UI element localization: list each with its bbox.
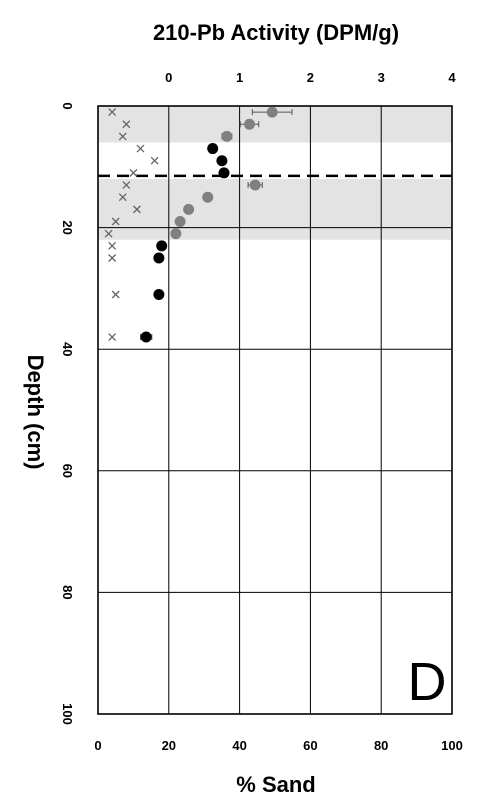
bottom-tick-label: 100 [441, 738, 463, 753]
data-point [221, 130, 233, 142]
sand-percent-marker [150, 156, 159, 165]
data-point [202, 191, 214, 203]
pb-activity-point-gray [239, 118, 260, 130]
pb-activity-point-gray [170, 228, 182, 240]
data-point [216, 155, 228, 167]
marker-stroke [108, 254, 117, 262]
sand-percent-marker [104, 229, 113, 238]
marker-stroke [132, 205, 141, 214]
y-tick-label: 80 [60, 585, 75, 599]
bottom-tick-label: 0 [94, 738, 101, 753]
data-point [153, 252, 165, 264]
plot-grid [98, 106, 452, 714]
top-tick-label: 1 [236, 70, 243, 85]
pb-activity-point-gray [174, 216, 186, 228]
sand-percent-marker [108, 241, 117, 250]
marker-stroke [108, 241, 117, 250]
data-point [207, 143, 219, 155]
top-tick-label: 0 [165, 70, 172, 85]
y-tick-label: 0 [60, 102, 75, 109]
sand-percent-marker [132, 205, 141, 214]
data-point [218, 167, 230, 179]
data-point [244, 118, 256, 130]
y-tick-label: 20 [60, 220, 75, 234]
pb-activity-point-black [153, 288, 165, 300]
marker-stroke [104, 229, 113, 238]
bottom-tick-label: 40 [232, 738, 246, 753]
plot-frame [97, 105, 453, 715]
marker-stroke [122, 181, 131, 189]
data-point [183, 203, 195, 215]
top-tick-label: 2 [307, 70, 314, 85]
marker-stroke [111, 217, 120, 226]
data-point [266, 106, 278, 118]
sand-percent-marker [129, 168, 138, 177]
bottom-tick-label: 60 [303, 738, 317, 753]
data-point [249, 179, 261, 191]
sand-percent-marker [122, 120, 131, 129]
pb-activity-point-black [156, 240, 168, 252]
pb-activity-point-black [216, 155, 228, 167]
marker-stroke [108, 108, 117, 117]
pb-activity-point-gray [183, 203, 195, 215]
data-point [140, 331, 152, 343]
sand-percent-marker [122, 181, 131, 189]
pb-activity-point-black [207, 143, 219, 155]
pb-activity-point-gray [202, 191, 214, 203]
y-axis-title: Depth (cm) [23, 355, 48, 470]
data-point [170, 228, 182, 240]
shaded-band [98, 178, 452, 240]
marker-stroke [108, 333, 117, 341]
sand-percent-marker [118, 132, 127, 141]
data-point [156, 240, 168, 252]
pb-activity-point-black [218, 167, 230, 179]
marker-stroke [136, 144, 145, 153]
sand-percent-marker [108, 108, 117, 117]
data-point [153, 288, 165, 300]
marker-stroke [129, 168, 138, 177]
bottom-tick-label: 80 [374, 738, 388, 753]
sand-percent-marker [108, 333, 117, 341]
data-point [174, 216, 186, 228]
sand-percent-marker [118, 193, 127, 202]
bottom-tick-label: 20 [162, 738, 176, 753]
bottom-axis-title: % Sand [236, 772, 315, 797]
pb-activity-point-black [153, 252, 165, 264]
pb-activity-point-black [139, 331, 153, 343]
y-tick-label: 60 [60, 464, 75, 478]
marker-stroke [150, 156, 159, 165]
shaded-depth-bands [98, 106, 452, 240]
top-tick-label: 3 [378, 70, 385, 85]
pb-activity-point-gray [221, 130, 233, 142]
y-tick-label: 40 [60, 342, 75, 356]
marker-stroke [118, 132, 127, 141]
marker-stroke [118, 193, 127, 202]
sand-percent-marker [111, 217, 120, 226]
top-axis-title: 210-Pb Activity (DPM/g) [153, 20, 399, 45]
sand-percent-marker [108, 254, 117, 262]
marker-stroke [111, 290, 120, 299]
sand-percent-marker [111, 290, 120, 299]
top-tick-label: 4 [448, 70, 456, 85]
panel-letter: D [408, 652, 447, 712]
pb-activity-point-gray [251, 106, 293, 118]
data-marks [104, 106, 293, 343]
marker-stroke [122, 120, 131, 129]
y-tick-label: 100 [60, 703, 75, 725]
pb-activity-point-gray [247, 179, 263, 191]
sand-percent-marker [136, 144, 145, 153]
